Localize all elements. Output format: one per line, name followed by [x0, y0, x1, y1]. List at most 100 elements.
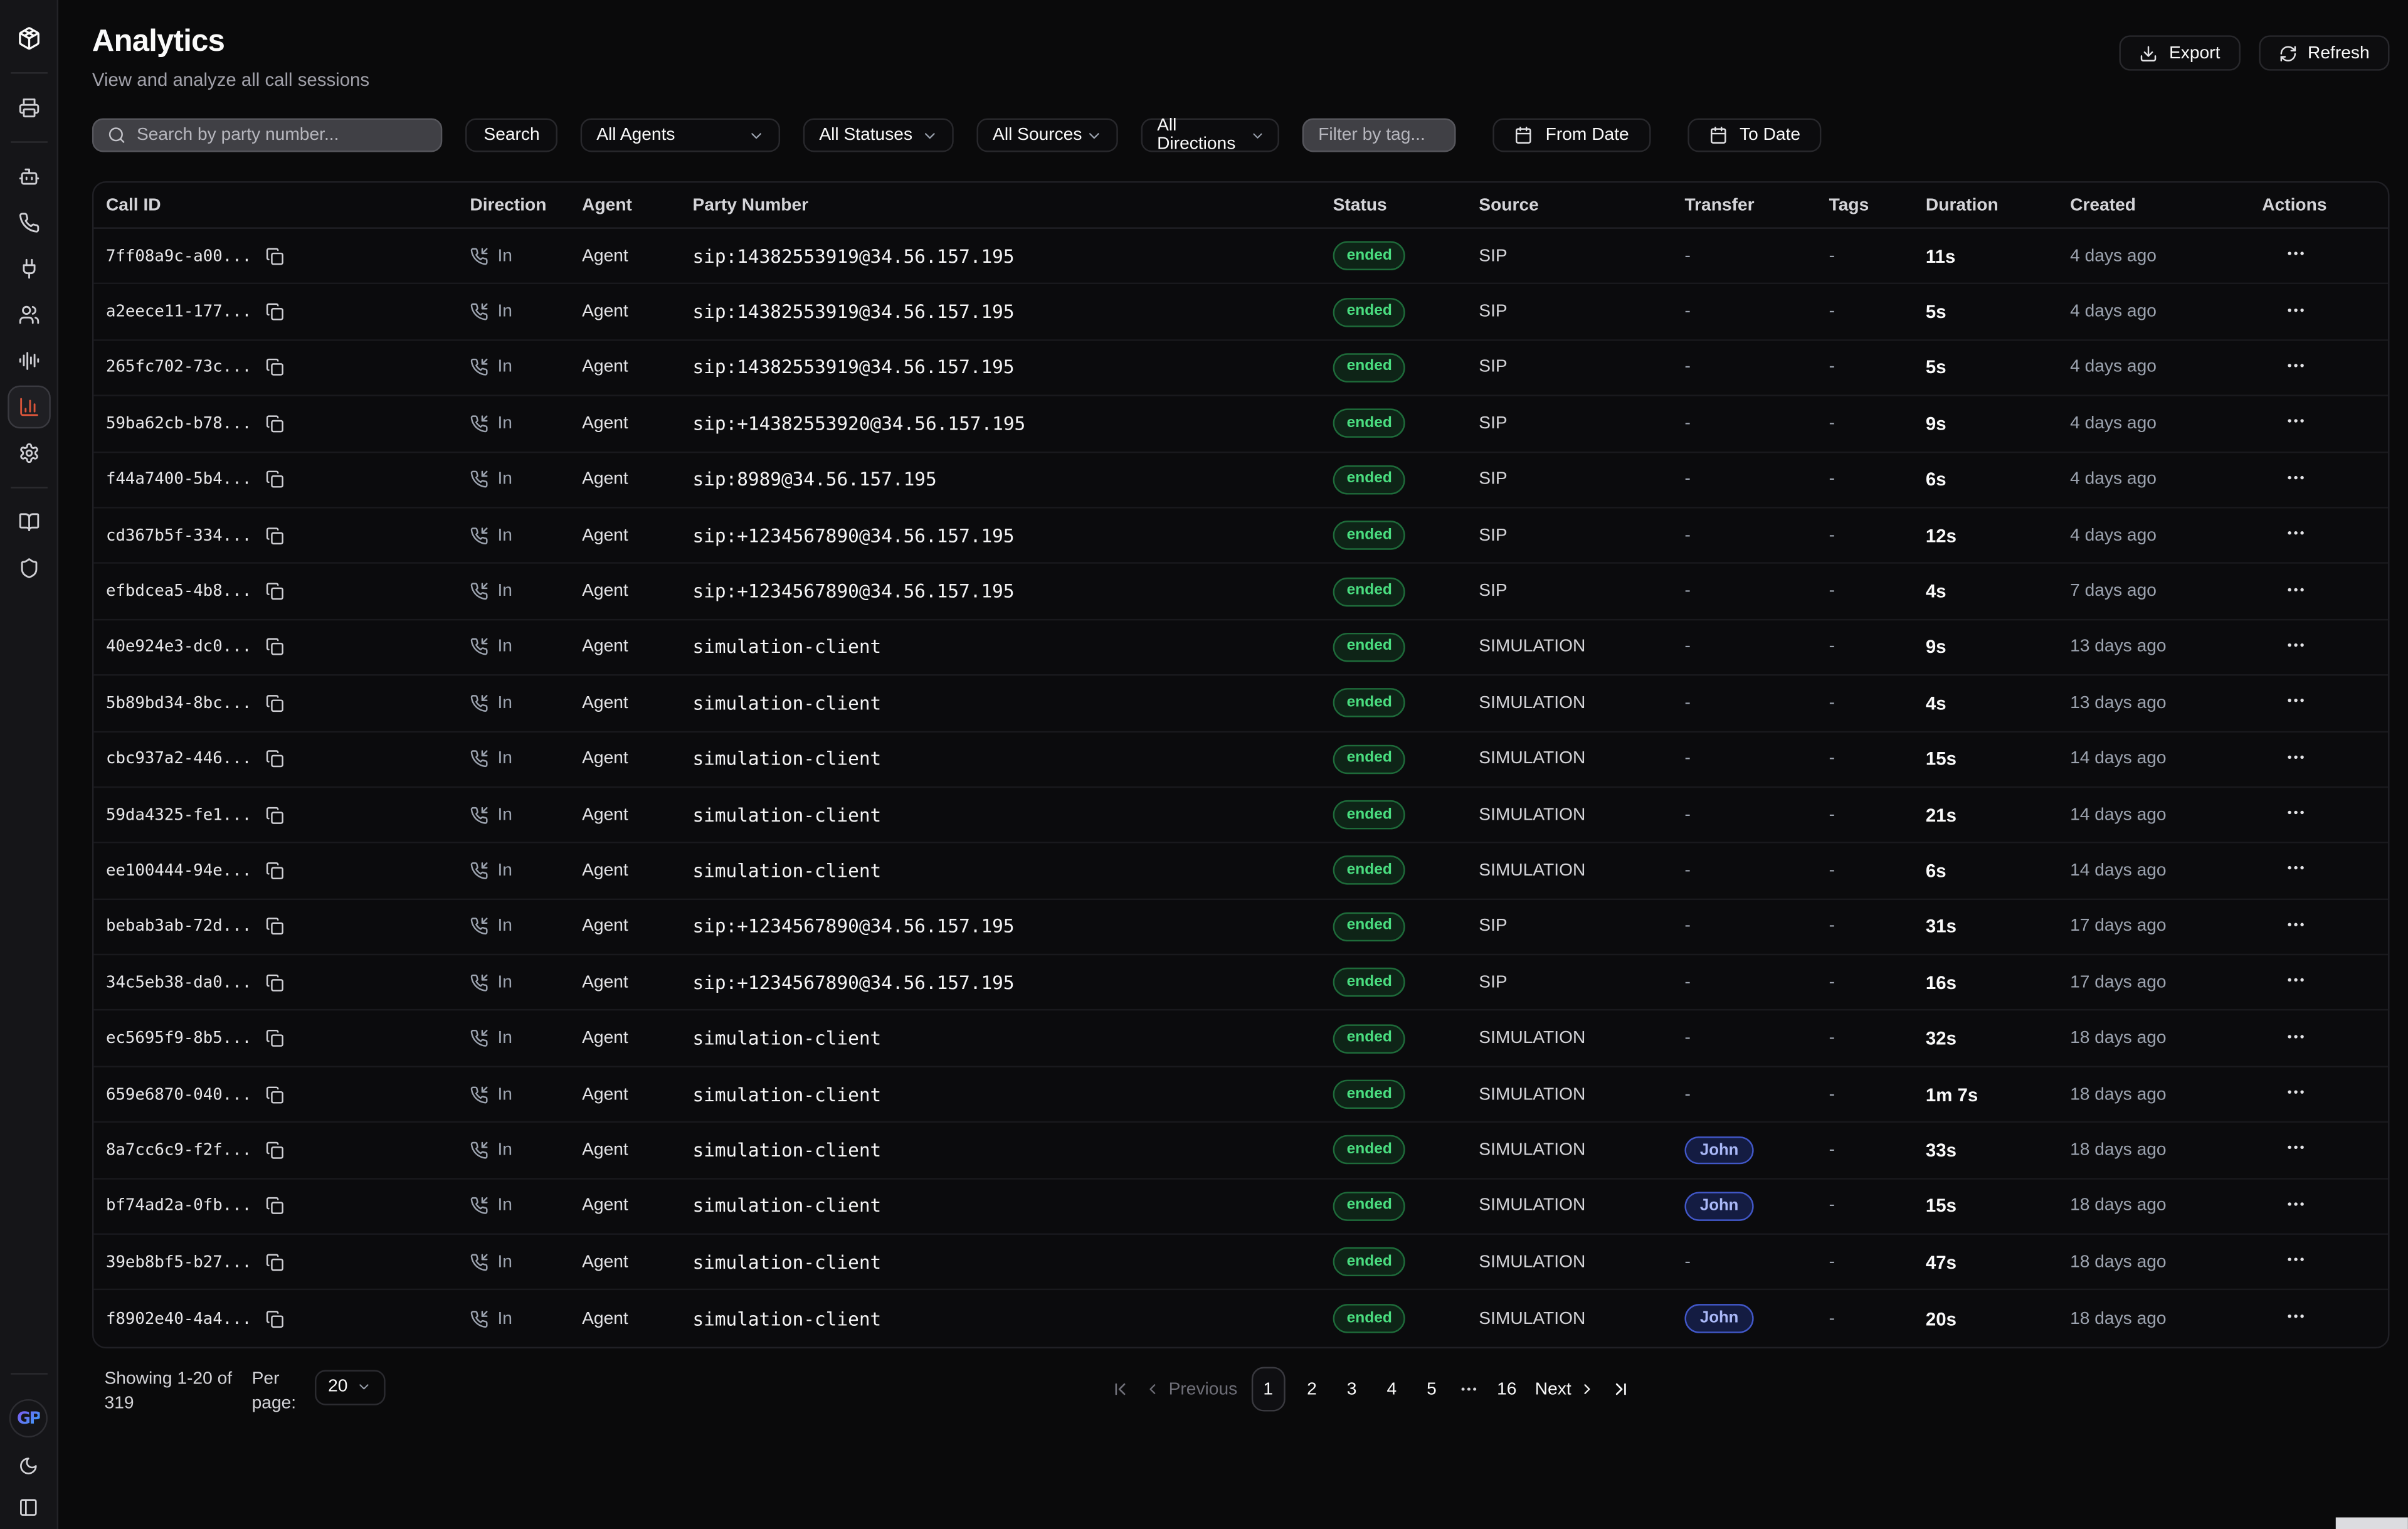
sidebar-item-integrations[interactable]	[8, 249, 48, 289]
page-subtitle: View and analyze all call sessions	[92, 69, 370, 91]
per-page-select[interactable]: 20	[315, 1369, 386, 1405]
directions-dropdown[interactable]: All Directions	[1141, 117, 1281, 154]
first-page-button[interactable]	[1109, 1379, 1130, 1400]
row-actions-button[interactable]	[2282, 463, 2310, 495]
copy-icon[interactable]	[265, 973, 283, 992]
row-actions-button[interactable]	[2282, 408, 2310, 440]
row-actions-button[interactable]	[2282, 1190, 2310, 1222]
row-actions-button[interactable]	[2282, 1246, 2310, 1278]
sidebar-item-logo[interactable]	[8, 18, 48, 58]
copy-icon[interactable]	[265, 303, 283, 321]
copy-icon[interactable]	[265, 1197, 283, 1215]
previous-page-button[interactable]: Previous	[1144, 1380, 1237, 1399]
page-button-5[interactable]: 5	[1418, 1367, 1445, 1412]
sources-dropdown[interactable]: All Sources	[977, 118, 1119, 152]
refresh-button[interactable]: Refresh	[2258, 35, 2390, 71]
row-actions-button[interactable]	[2282, 240, 2310, 272]
table-row[interactable]: 40e924e3-dc0... In Agent simulation-client e…	[93, 620, 2389, 676]
copy-icon[interactable]	[265, 415, 283, 433]
to-date-button[interactable]: To Date	[1687, 118, 1822, 152]
table-row[interactable]: 8a7cc6c9-f2f... In Agent simulation-client e…	[93, 1123, 2389, 1179]
row-actions-button[interactable]	[2282, 1078, 2310, 1110]
table-row[interactable]: 59da4325-fe1... In Agent simulation-client e…	[93, 788, 2389, 844]
copy-icon[interactable]	[265, 750, 283, 768]
copy-icon[interactable]	[265, 1029, 283, 1047]
copy-icon[interactable]	[265, 582, 283, 600]
row-actions-button[interactable]	[2282, 296, 2310, 328]
table-row[interactable]: ec5695f9-8b5... In Agent simulation-client e…	[93, 1012, 2389, 1067]
copy-icon[interactable]	[265, 1253, 283, 1271]
copy-icon[interactable]	[265, 918, 283, 936]
row-actions-button[interactable]	[2282, 575, 2310, 607]
page-button-16[interactable]: 16	[1492, 1367, 1521, 1412]
table-row[interactable]: 39eb8bf5-b27... In Agent simulation-client e…	[93, 1235, 2389, 1291]
search-input[interactable]	[136, 125, 427, 145]
sidebar-item-analytics[interactable]	[7, 385, 50, 429]
sidebar-item-voice[interactable]	[8, 341, 48, 381]
table-row[interactable]: cbc937a2-446... In Agent simulation-client e…	[93, 732, 2389, 788]
sidebar-item-docs[interactable]	[8, 502, 48, 542]
search-button[interactable]: Search	[465, 118, 559, 152]
horizontal-scrollbar-thumb[interactable]	[2335, 1517, 2408, 1529]
sidebar-item-users[interactable]	[8, 295, 48, 335]
copy-icon[interactable]	[265, 694, 283, 712]
table-row[interactable]: 7ff08a9c-a00... In Agent sip:14382553919@34…	[93, 229, 2389, 285]
sidebar-footer-theme-toggle[interactable]	[14, 1451, 42, 1479]
table-row[interactable]: 5b89bd34-8bc... In Agent simulation-client e…	[93, 676, 2389, 732]
copy-icon[interactable]	[265, 526, 283, 544]
sidebar-item-security[interactable]	[8, 548, 48, 588]
table-row[interactable]: 659e6870-040... In Agent simulation-client e…	[93, 1067, 2389, 1123]
tag-filter-input[interactable]	[1318, 125, 1442, 145]
copy-icon[interactable]	[265, 862, 283, 880]
table-row[interactable]: 34c5eb38-da0... In Agent sip:+1234567890@34…	[93, 955, 2389, 1012]
tag-filter-field[interactable]	[1302, 118, 1457, 152]
copy-icon[interactable]	[265, 638, 283, 656]
row-actions-button[interactable]	[2282, 1134, 2310, 1166]
copy-icon[interactable]	[265, 806, 283, 824]
row-actions-button[interactable]	[2282, 1303, 2310, 1335]
sidebar-footer-brand[interactable]: GP	[9, 1399, 48, 1438]
page-button-1[interactable]: 1	[1251, 1367, 1286, 1412]
table-row[interactable]: 59ba62cb-b78... In Agent sip:+14382553920@3…	[93, 396, 2389, 453]
row-actions-button[interactable]	[2282, 799, 2310, 831]
export-button[interactable]: Export	[2120, 35, 2241, 71]
copy-icon[interactable]	[265, 359, 283, 377]
next-page-button[interactable]: Next	[1535, 1380, 1596, 1399]
table-row[interactable]: 265fc702-73c... In Agent sip:14382553919@34…	[93, 341, 2389, 397]
copy-icon[interactable]	[265, 470, 283, 489]
copy-icon[interactable]	[265, 247, 283, 265]
table-row[interactable]: bebab3ab-72d... In Agent sip:+1234567890@34…	[93, 899, 2389, 956]
copy-icon[interactable]	[265, 1309, 283, 1328]
agents-dropdown[interactable]: All Agents	[581, 118, 781, 152]
row-actions-button[interactable]	[2282, 631, 2310, 663]
row-actions-button[interactable]	[2282, 519, 2310, 551]
sidebar-footer-collapse-panel[interactable]	[14, 1493, 42, 1520]
page-button-3[interactable]: 3	[1339, 1367, 1365, 1412]
table-row[interactable]: cd367b5f-334... In Agent sip:+1234567890@34…	[93, 508, 2389, 564]
table-row[interactable]: f44a7400-5b4... In Agent sip:8989@34.56.157…	[93, 452, 2389, 509]
row-actions-button[interactable]	[2282, 855, 2310, 887]
from-date-button[interactable]: From Date	[1493, 118, 1650, 152]
search-field[interactable]	[92, 118, 443, 152]
last-page-button[interactable]	[1610, 1379, 1631, 1400]
copy-icon[interactable]	[265, 1141, 283, 1159]
sidebar-item-bot[interactable]	[8, 157, 48, 197]
row-actions-button[interactable]	[2282, 352, 2310, 384]
table-row[interactable]: a2eece11-177... In Agent sip:14382553919@34…	[93, 285, 2389, 341]
table-row[interactable]: f8902e40-4a4... In Agent simulation-client e…	[93, 1291, 2388, 1346]
table-row[interactable]: bf74ad2a-0fb... In Agent simulation-client e…	[93, 1179, 2389, 1235]
table-row[interactable]: efbdcea5-4b8... In Agent sip:+1234567890@34…	[93, 564, 2389, 620]
copy-icon[interactable]	[265, 1085, 283, 1103]
row-actions-button[interactable]	[2282, 911, 2310, 943]
row-actions-button[interactable]	[2282, 687, 2310, 719]
row-actions-button[interactable]	[2282, 1022, 2310, 1054]
sidebar-item-fax[interactable]	[8, 88, 48, 128]
page-button-4[interactable]: 4	[1379, 1367, 1405, 1412]
sidebar-item-settings[interactable]	[8, 433, 48, 474]
sidebar-item-calls[interactable]	[8, 203, 48, 243]
row-actions-button[interactable]	[2282, 743, 2310, 775]
page-button-2[interactable]: 2	[1299, 1367, 1325, 1412]
table-row[interactable]: ee100444-94e... In Agent simulation-client e…	[93, 844, 2389, 900]
row-actions-button[interactable]	[2282, 966, 2310, 998]
statuses-dropdown[interactable]: All Statuses	[803, 118, 954, 152]
